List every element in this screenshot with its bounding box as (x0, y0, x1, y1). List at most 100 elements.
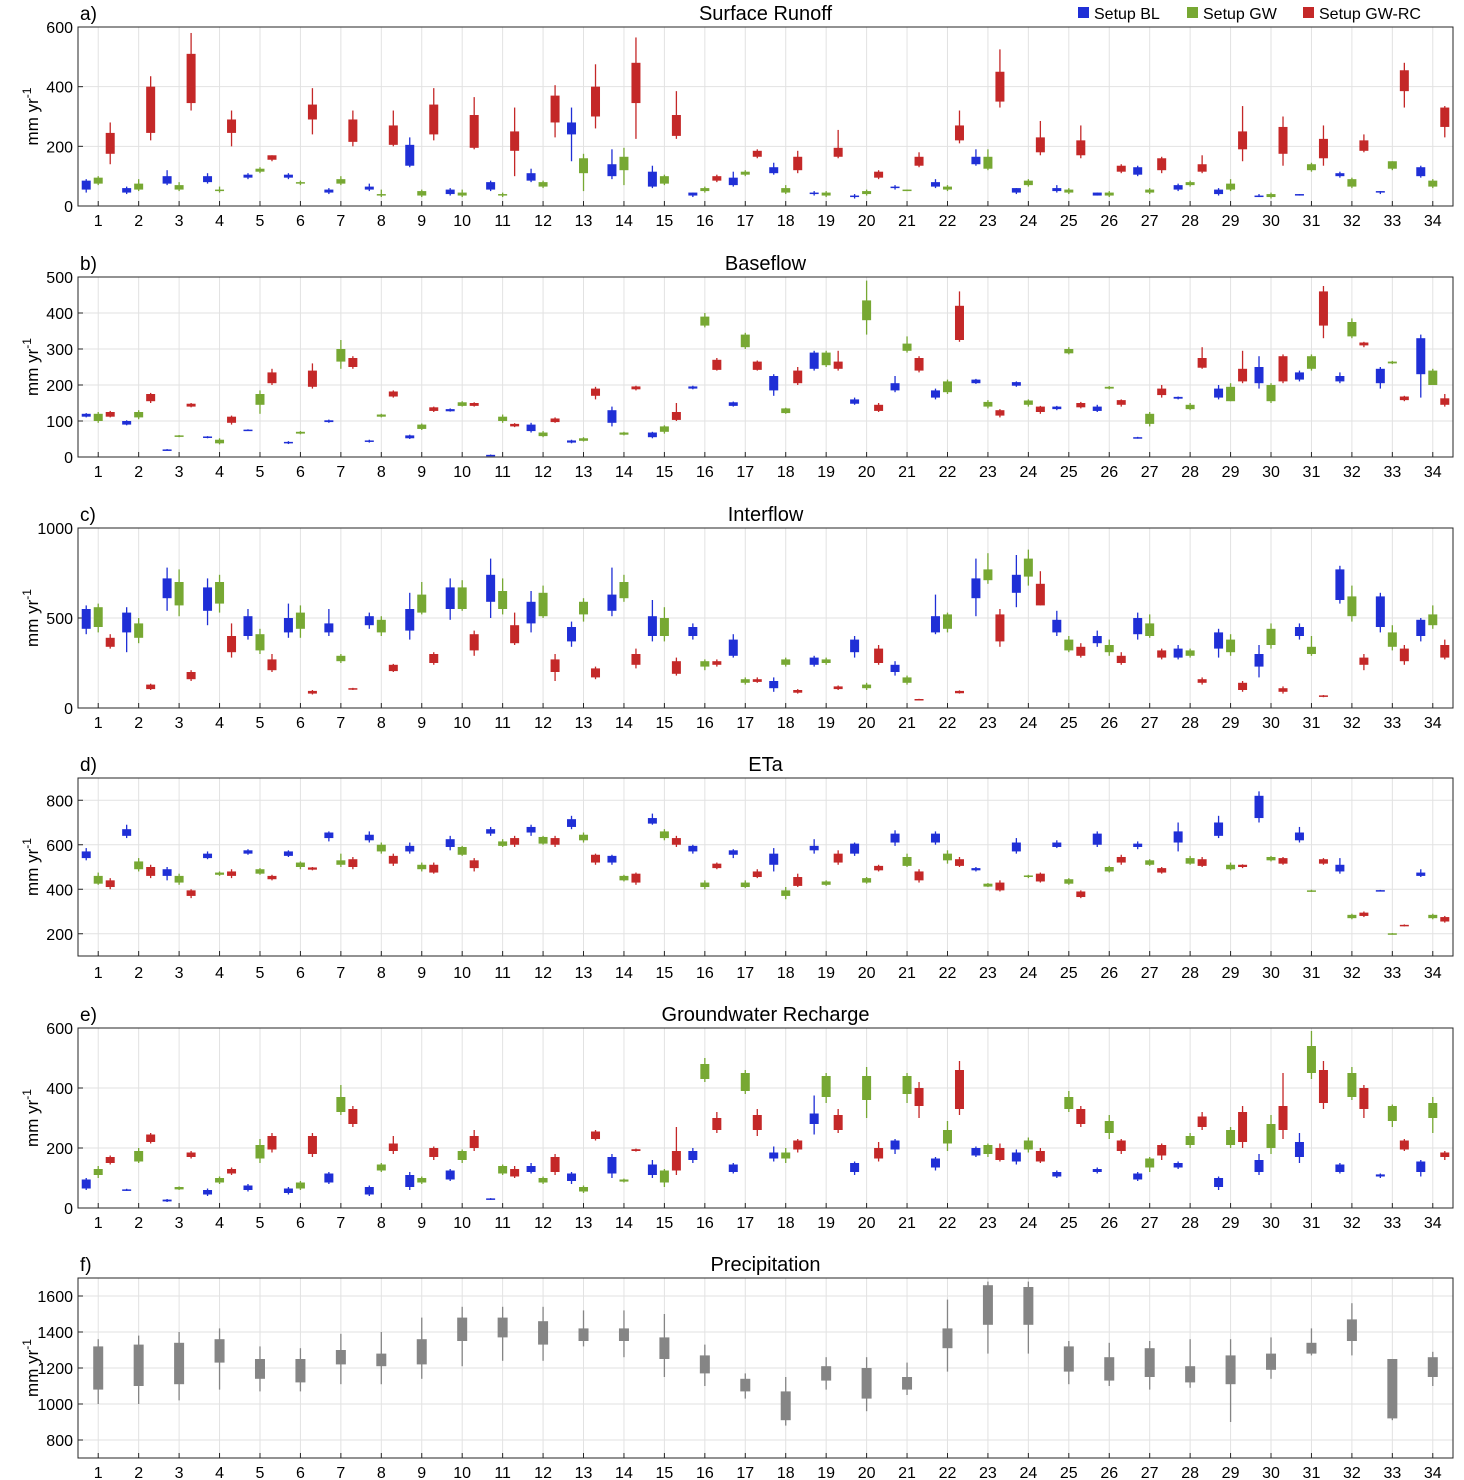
iqr-box (93, 607, 103, 627)
iqr-box (1076, 646, 1086, 656)
y-axis-label-exponent: -1 (20, 589, 34, 600)
box-setup-gw (983, 400, 993, 409)
box-setup-bl (1294, 826, 1304, 843)
iqr-box (526, 173, 536, 181)
y-axis-label-unit: mm yr (23, 1349, 42, 1397)
iqr-box (186, 53, 196, 104)
box-setup-gw-rc (954, 110, 964, 144)
x-tick-label: 30 (1262, 1215, 1280, 1232)
iqr-box (1254, 195, 1264, 198)
box-setup-bl (1375, 367, 1385, 389)
iqr-box (405, 435, 415, 439)
box-setup-bl (486, 454, 496, 457)
x-tick-label: 13 (575, 715, 593, 732)
iqr-box (1092, 833, 1102, 845)
x-tick-label: 25 (1060, 1215, 1078, 1232)
iqr-box (607, 855, 617, 863)
iqr-box (243, 429, 253, 432)
x-tick-label: 33 (1383, 965, 1401, 982)
legend-swatch (1303, 7, 1314, 18)
iqr-box (902, 677, 912, 683)
box-setup-gw-rc (550, 417, 560, 423)
x-tick-label: 33 (1383, 464, 1401, 481)
iqr-box (1266, 194, 1276, 198)
x-tick-label: 31 (1303, 965, 1321, 982)
iqr-box (740, 171, 750, 175)
box-setup-gw (942, 850, 952, 864)
iqr-box (295, 182, 305, 184)
box-setup-bl (122, 420, 132, 426)
iqr-box (215, 1178, 225, 1183)
iqr-box (538, 836, 548, 844)
iqr-box (510, 625, 520, 644)
x-tick-label: 25 (1060, 1465, 1078, 1480)
iqr-box (324, 832, 334, 839)
iqr-box (81, 413, 91, 417)
x-tick-label: 12 (534, 965, 552, 982)
box-setup-gw (134, 1148, 144, 1163)
box-setup-bl (122, 1188, 132, 1191)
iqr-box (781, 890, 791, 896)
x-tick-label: 34 (1424, 965, 1442, 982)
iqr-box (631, 654, 641, 665)
box-setup-gw (376, 189, 386, 198)
iqr-box (267, 372, 277, 384)
iqr-box (833, 147, 843, 157)
y-tick-label: 1000 (37, 1397, 73, 1414)
box-setup-gw (255, 390, 265, 414)
box-setup-gw (417, 423, 427, 430)
box-setup-bl (1173, 822, 1183, 852)
x-tick-label: 4 (215, 1465, 224, 1480)
box-setup-bl (728, 171, 738, 187)
box-setup-bl (203, 436, 213, 439)
iqr-box (752, 150, 762, 157)
iqr-box (1306, 1342, 1317, 1354)
box-setup-gw (659, 425, 669, 434)
iqr-box (105, 880, 115, 888)
iqr-box (283, 174, 293, 178)
iqr-box (809, 192, 819, 195)
box-setup-gw (1306, 162, 1316, 172)
iqr-box (942, 614, 952, 629)
y-tick-label: 200 (46, 378, 73, 395)
x-tick-label: 30 (1262, 715, 1280, 732)
box-setup-gw-rc (631, 1148, 641, 1152)
iqr-box (1440, 917, 1450, 922)
box-setup-bl (1011, 838, 1021, 854)
box-setup-gw-rc (267, 155, 277, 162)
x-tick-label: 18 (777, 464, 795, 481)
box-setup-bl (526, 422, 536, 433)
iqr-box (93, 413, 103, 421)
x-tick-label: 15 (655, 213, 673, 230)
box-setup-gw (1064, 878, 1074, 885)
iqr-box (1347, 179, 1357, 187)
box-setup-gw-rc (954, 856, 964, 867)
x-tick-label: 21 (898, 965, 916, 982)
box-setup-gw-rc (591, 386, 601, 400)
box-setup-gw (862, 189, 872, 196)
iqr-box (1145, 860, 1155, 865)
box-setup-gw-rc (550, 1154, 560, 1175)
box-setup-bl (728, 634, 738, 658)
iqr-box (1387, 1106, 1397, 1121)
box-setup-bl (1335, 372, 1345, 384)
iqr-box (995, 71, 1005, 102)
x-tick-label: 11 (494, 965, 511, 982)
box-setup-gw (1347, 585, 1357, 622)
box-setup-gw (134, 618, 144, 644)
iqr-box (1214, 388, 1224, 398)
box-setup-gw-rc (1157, 1143, 1167, 1160)
iqr-box (1375, 368, 1385, 384)
x-tick-label: 8 (377, 715, 386, 732)
iqr-box (215, 872, 225, 875)
box-precipitation (1266, 1337, 1277, 1379)
box-setup-gw (902, 1073, 912, 1103)
box-setup-gw-rc (1278, 1073, 1288, 1139)
iqr-box (550, 659, 560, 672)
box-setup-gw-rc (1076, 125, 1086, 159)
iqr-box (914, 1088, 924, 1106)
iqr-box (971, 868, 981, 871)
iqr-box (550, 418, 560, 423)
box-setup-gw (942, 379, 952, 394)
box-setup-gw-rc (914, 698, 924, 701)
